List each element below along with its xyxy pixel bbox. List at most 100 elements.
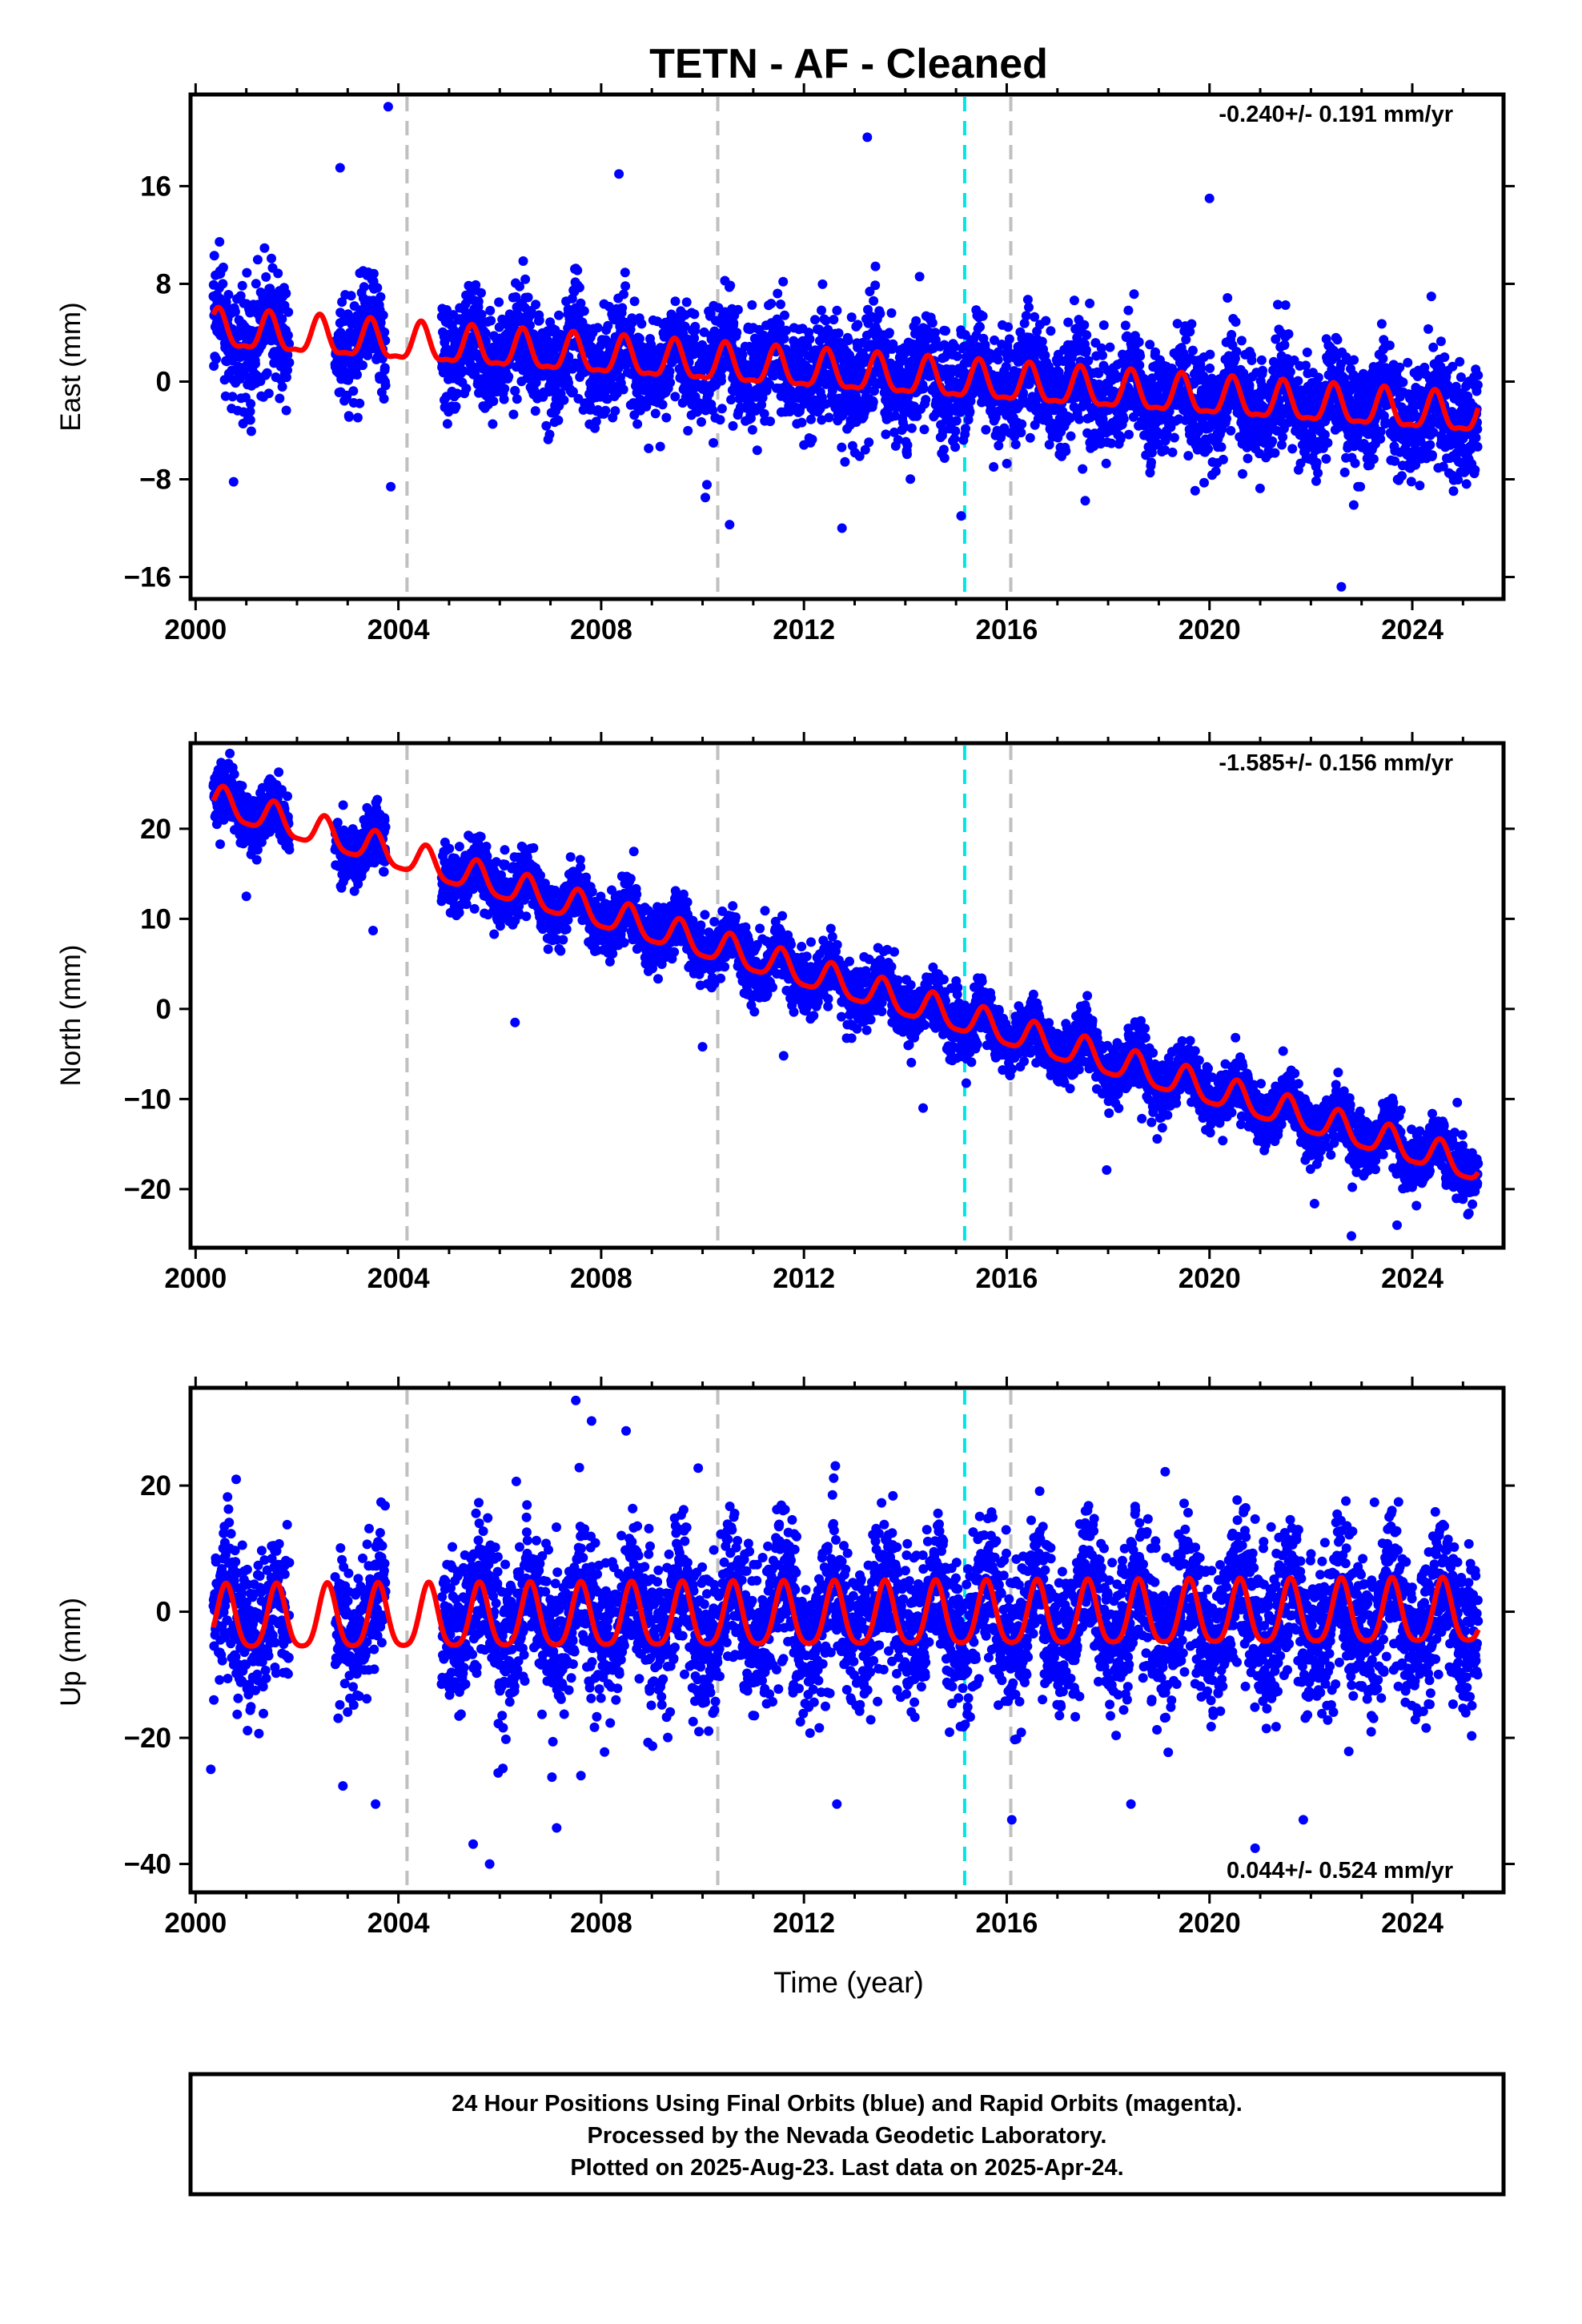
data-point bbox=[220, 391, 231, 401]
data-point bbox=[564, 352, 574, 362]
data-point bbox=[452, 388, 463, 399]
data-point bbox=[368, 268, 379, 279]
data-point bbox=[1211, 466, 1221, 476]
data-point bbox=[797, 417, 807, 428]
data-point bbox=[1129, 289, 1139, 300]
data-point bbox=[1350, 458, 1360, 468]
data-point bbox=[263, 388, 274, 399]
data-point bbox=[252, 255, 263, 265]
data-point bbox=[701, 493, 710, 503]
data-point bbox=[665, 377, 676, 388]
data-point bbox=[870, 261, 881, 271]
x-tick-label: 2004 bbox=[367, 614, 430, 645]
east-rate-label: -0.240+/- 0.191 mm/yr bbox=[1219, 102, 1453, 127]
data-point bbox=[1098, 320, 1109, 330]
data-point bbox=[227, 392, 238, 402]
data-point bbox=[355, 398, 365, 408]
data-point bbox=[690, 321, 701, 332]
data-point bbox=[1395, 362, 1405, 372]
data-point bbox=[1010, 440, 1021, 449]
data-point bbox=[1285, 367, 1295, 377]
data-point bbox=[840, 456, 850, 467]
data-point bbox=[670, 296, 681, 307]
data-point bbox=[494, 297, 504, 308]
data-point bbox=[765, 416, 775, 427]
data-point bbox=[1439, 352, 1450, 362]
data-point bbox=[499, 394, 509, 404]
data-point bbox=[534, 316, 544, 325]
data-point bbox=[1470, 464, 1480, 475]
data-point bbox=[981, 424, 991, 435]
data-point bbox=[510, 386, 520, 396]
data-point bbox=[832, 305, 842, 316]
x-tick-label: 2012 bbox=[773, 614, 835, 645]
data-point bbox=[1258, 365, 1268, 376]
data-point bbox=[471, 279, 481, 290]
data-point bbox=[1231, 347, 1242, 356]
data-point bbox=[620, 281, 631, 292]
data-point bbox=[520, 274, 531, 284]
data-point bbox=[1054, 367, 1064, 377]
data-point bbox=[1098, 350, 1107, 360]
data-point bbox=[1003, 322, 1014, 332]
data-point bbox=[636, 319, 647, 329]
data-point bbox=[1236, 336, 1247, 346]
data-point bbox=[346, 291, 356, 301]
data-point bbox=[600, 405, 611, 416]
data-point bbox=[725, 280, 736, 291]
data-point bbox=[235, 374, 245, 384]
data-point bbox=[500, 384, 510, 394]
data-point bbox=[1332, 335, 1343, 345]
data-point bbox=[632, 419, 643, 429]
data-point bbox=[1311, 476, 1321, 486]
data-point bbox=[1017, 419, 1027, 429]
data-point bbox=[773, 288, 783, 299]
data-point bbox=[747, 300, 757, 310]
data-point bbox=[508, 409, 519, 420]
data-point bbox=[1082, 330, 1092, 340]
outlier-point bbox=[956, 511, 966, 521]
data-point bbox=[837, 442, 847, 452]
data-point bbox=[352, 370, 362, 380]
data-point bbox=[211, 354, 221, 364]
y-tick-label: −16 bbox=[124, 562, 171, 593]
data-point bbox=[480, 328, 491, 339]
data-point bbox=[1118, 414, 1129, 424]
outlier-point bbox=[614, 169, 624, 179]
data-point bbox=[283, 307, 294, 317]
data-point bbox=[1311, 457, 1322, 468]
data-point bbox=[1169, 432, 1179, 443]
data-point bbox=[359, 282, 369, 292]
data-point bbox=[461, 384, 472, 394]
data-point bbox=[1105, 342, 1115, 352]
x-tick-label: 2000 bbox=[164, 614, 227, 645]
y-tick-label: 0 bbox=[156, 366, 171, 397]
data-point bbox=[619, 289, 628, 300]
data-point bbox=[817, 305, 826, 316]
data-point bbox=[1287, 444, 1298, 454]
data-point bbox=[218, 262, 228, 272]
data-point bbox=[251, 279, 261, 289]
outlier-point bbox=[1336, 581, 1347, 592]
data-point bbox=[281, 372, 291, 383]
data-point bbox=[473, 296, 484, 307]
data-point bbox=[1002, 458, 1012, 468]
data-point bbox=[864, 437, 874, 448]
data-point bbox=[665, 366, 675, 376]
data-point bbox=[846, 312, 857, 323]
data-point bbox=[488, 419, 498, 429]
data-point bbox=[284, 357, 295, 368]
data-point bbox=[702, 480, 712, 490]
data-point bbox=[1244, 380, 1255, 391]
data-point bbox=[1041, 316, 1051, 326]
data-point bbox=[807, 434, 817, 444]
data-point bbox=[1080, 496, 1090, 506]
data-point bbox=[670, 392, 681, 402]
data-point bbox=[380, 380, 391, 391]
data-point bbox=[1319, 429, 1330, 440]
outlier-point bbox=[1204, 193, 1215, 203]
data-point bbox=[267, 253, 276, 263]
data-point bbox=[1348, 500, 1359, 510]
data-point bbox=[939, 453, 950, 463]
